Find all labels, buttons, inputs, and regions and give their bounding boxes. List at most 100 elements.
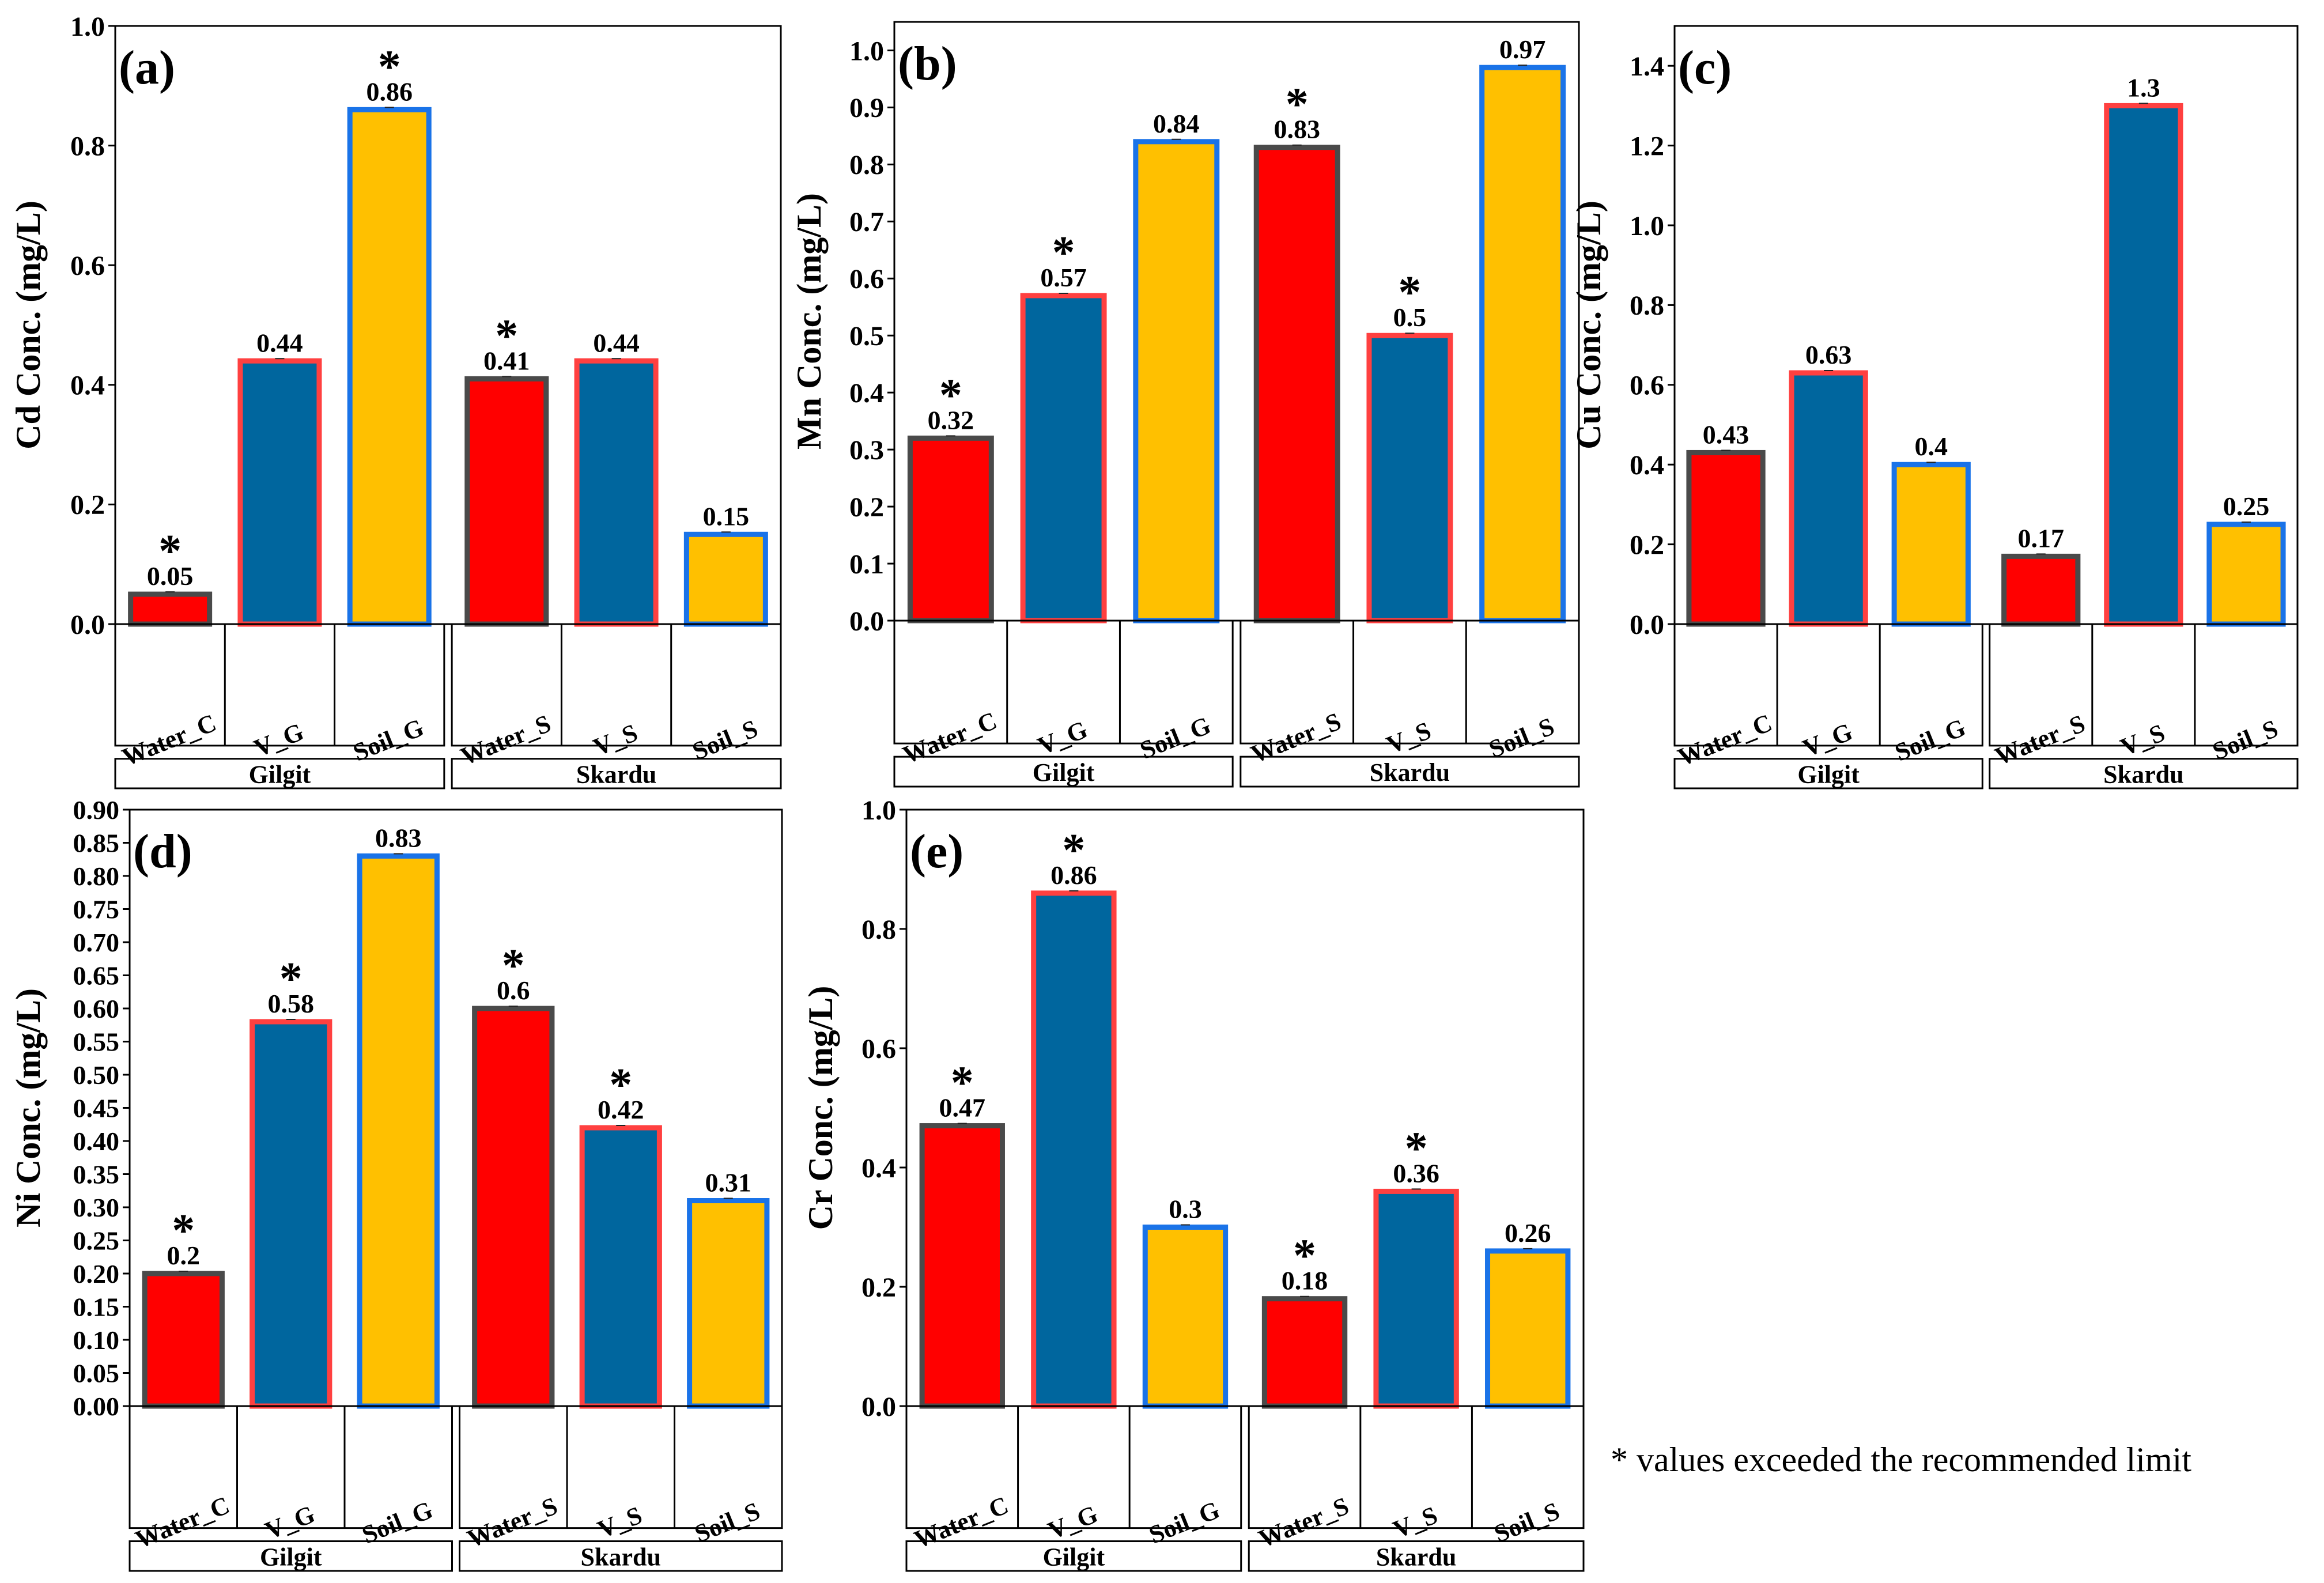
y-tick-label: 0.0 bbox=[849, 606, 884, 637]
exceed-asterisk: * bbox=[378, 41, 401, 92]
y-tick-label: 0.15 bbox=[73, 1293, 120, 1322]
category-box bbox=[1240, 619, 1580, 745]
exceed-asterisk: * bbox=[939, 370, 962, 421]
group-box bbox=[893, 755, 1234, 788]
category-box bbox=[129, 1405, 453, 1529]
data-label: 0.58 bbox=[267, 989, 314, 1018]
bar-v-g bbox=[1020, 293, 1107, 624]
data-label: 0.41 bbox=[483, 346, 530, 375]
data-label: 0.83 bbox=[375, 823, 422, 853]
bar-water-c bbox=[907, 435, 994, 624]
y-tick-label: 0.55 bbox=[73, 1027, 120, 1057]
y-tick-label: 1.0 bbox=[1630, 211, 1664, 241]
group-box bbox=[1673, 758, 1983, 789]
exceed-asterisk: * bbox=[1286, 80, 1309, 130]
y-tick-label: 1.0 bbox=[849, 36, 884, 66]
y-tick-label: 0.2 bbox=[70, 490, 105, 520]
y-tick-label: 0.1 bbox=[849, 549, 884, 580]
group-label: Skardu bbox=[1370, 758, 1450, 787]
y-tick-label: 0.25 bbox=[73, 1226, 120, 1256]
bar-water-c bbox=[1686, 449, 1766, 627]
exceed-asterisk: * bbox=[172, 1206, 195, 1256]
data-label: 0.3 bbox=[1169, 1195, 1202, 1224]
group-label: Gilgit bbox=[260, 1543, 322, 1571]
plot-frame bbox=[893, 21, 1580, 622]
group-box bbox=[129, 1540, 453, 1572]
y-tick-label: 0.3 bbox=[849, 435, 884, 466]
bar-water-s bbox=[1261, 1296, 1348, 1409]
group-box bbox=[1989, 758, 2299, 789]
exceed-asterisk: * bbox=[1062, 825, 1085, 876]
data-label: 0.57 bbox=[1040, 263, 1087, 292]
group-label: Skardu bbox=[576, 760, 656, 788]
y-tick-label: 0.75 bbox=[73, 895, 120, 924]
bar-v-s bbox=[1373, 1188, 1459, 1409]
y-tick-label: 0.4 bbox=[70, 371, 105, 401]
y-axis-label: Ni Conc. (mg/L) bbox=[9, 988, 47, 1227]
group-box bbox=[1240, 755, 1580, 788]
data-label: 0.26 bbox=[1505, 1218, 1551, 1248]
bar-soil-g bbox=[1133, 139, 1220, 624]
y-axis-label: Mn Conc. (mg/L) bbox=[790, 193, 828, 449]
data-label: 0.44 bbox=[593, 328, 640, 357]
bar-v-g bbox=[250, 1019, 332, 1409]
data-label: 0.32 bbox=[928, 405, 974, 435]
y-tick-label: 1.2 bbox=[1630, 131, 1664, 161]
group-label: Gilgit bbox=[1043, 1543, 1105, 1571]
y-tick-label: 0.70 bbox=[73, 928, 120, 957]
category-box bbox=[114, 623, 445, 747]
y-tick-label: 0.50 bbox=[73, 1060, 120, 1090]
panel-label: (e) bbox=[910, 825, 963, 878]
y-tick-label: 0.10 bbox=[73, 1325, 120, 1355]
y-axis-label: Cr Conc. (mg/L) bbox=[802, 986, 840, 1230]
y-tick-label: 0.8 bbox=[849, 150, 884, 180]
y-tick-label: 0.6 bbox=[1630, 371, 1664, 401]
plot-frame bbox=[114, 25, 782, 625]
y-tick-label: 0.35 bbox=[73, 1160, 120, 1189]
group-label: Skardu bbox=[581, 1543, 661, 1571]
bar-v-s bbox=[574, 358, 659, 627]
exceed-asterisk: * bbox=[609, 1060, 632, 1110]
data-label: 0.36 bbox=[1393, 1158, 1439, 1188]
data-label: 0.05 bbox=[147, 561, 194, 591]
y-tick-label: 0.7 bbox=[849, 207, 884, 237]
category-box bbox=[893, 619, 1234, 745]
exceed-asterisk: * bbox=[1052, 228, 1075, 278]
category-box bbox=[905, 1405, 1242, 1529]
y-tick-label: 0.6 bbox=[849, 264, 884, 294]
y-axis-label: Cd Conc. (mg/L) bbox=[9, 201, 47, 449]
y-tick-label: 0.6 bbox=[861, 1034, 896, 1064]
y-tick-label: 0.0 bbox=[1630, 610, 1664, 640]
group-label: Skardu bbox=[2103, 760, 2183, 788]
panel-label: (a) bbox=[119, 41, 175, 95]
bar-soil-s bbox=[1479, 65, 1566, 624]
chart-panel-a: 0.0 0.2 0.4 0.6 0.8 1.0 Cd Conc. (mg/L) (a) 0.05… bbox=[9, 12, 782, 789]
data-label: 0.84 bbox=[1153, 109, 1200, 138]
y-tick-label: 0.2 bbox=[849, 492, 884, 523]
group-box bbox=[114, 758, 445, 789]
exceed-asterisk: * bbox=[1293, 1231, 1316, 1282]
chart-panel-e: 0.0 0.2 0.4 0.6 0.8 1.0 Cr Conc. (mg/L) (e) 0.47… bbox=[802, 795, 1585, 1572]
group-box bbox=[1248, 1540, 1585, 1572]
y-tick-label: 0.00 bbox=[73, 1392, 120, 1421]
bar-soil-g bbox=[357, 853, 440, 1409]
y-tick-label: 0.4 bbox=[1630, 450, 1664, 481]
data-label: 0.44 bbox=[256, 328, 303, 357]
y-tick-label: 0.8 bbox=[1630, 290, 1664, 321]
data-label: 0.2 bbox=[167, 1241, 200, 1270]
y-tick-label: 0.05 bbox=[73, 1359, 120, 1388]
group-label: Gilgit bbox=[1033, 758, 1095, 787]
y-tick-label: 0.9 bbox=[849, 93, 884, 123]
exceed-asterisk: * bbox=[1405, 1123, 1428, 1174]
category-box bbox=[459, 1405, 783, 1529]
y-tick-label: 0.60 bbox=[73, 994, 120, 1023]
plot-frame bbox=[1673, 25, 2299, 625]
bar-v-g bbox=[237, 358, 322, 627]
group-label: Gilgit bbox=[1797, 760, 1860, 788]
bar-soil-s bbox=[683, 531, 768, 627]
data-label: 0.63 bbox=[1805, 340, 1852, 369]
y-tick-label: 0.4 bbox=[849, 378, 884, 409]
bar-soil-g bbox=[347, 107, 432, 627]
y-tick-label: 0.0 bbox=[861, 1392, 896, 1422]
exceed-asterisk: * bbox=[495, 311, 518, 361]
